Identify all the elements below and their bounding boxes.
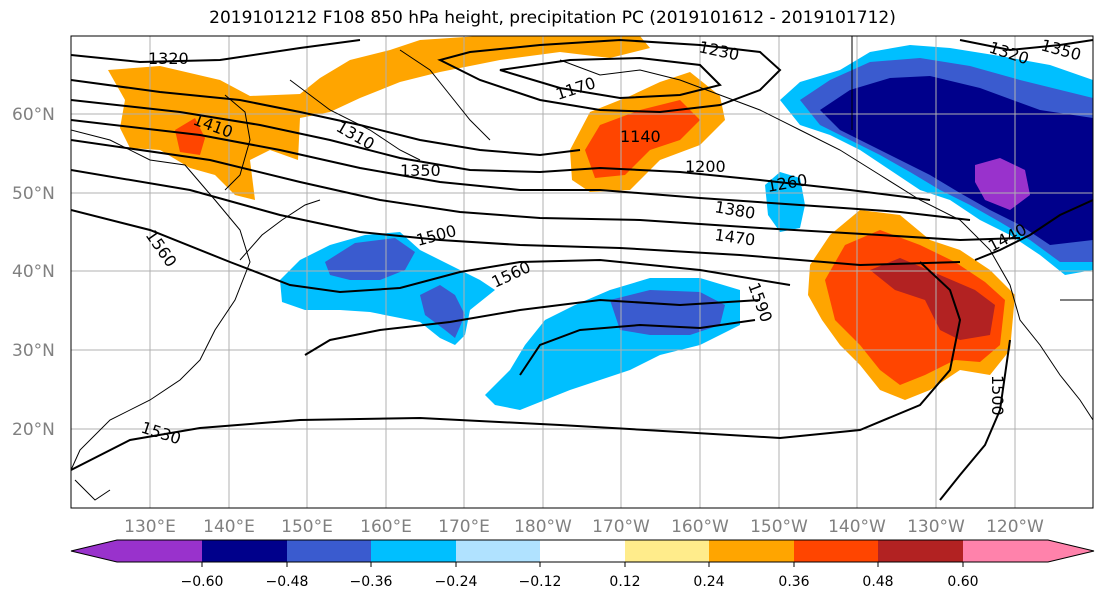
lon-label-180w: 180°W	[514, 517, 572, 537]
colorbar-cell-4	[371, 540, 456, 562]
shade-sky-mid	[765, 172, 805, 232]
lat-label-30n: 30°N	[12, 341, 55, 361]
map-plot: 1320 1410 1310 1350 1560 1500 1560 1170 …	[71, 36, 1093, 508]
shade-purple-north	[975, 158, 1030, 210]
shade-red-asia	[175, 118, 205, 155]
colorbar-extend-high	[1048, 540, 1094, 562]
shade-blue-central	[610, 290, 725, 335]
shade-red-gulf	[585, 100, 700, 178]
lon-label-160w: 160°W	[671, 517, 729, 537]
colorbar-label-5: −0.12	[519, 574, 562, 590]
coastlines	[71, 36, 1093, 501]
colorbar-cells	[71, 540, 1094, 562]
colorbar-cell-2	[202, 540, 287, 562]
contour-label-1320-w: 1320	[148, 49, 189, 68]
lon-label-140w: 140°W	[828, 517, 886, 537]
lon-label-120w: 120°W	[986, 517, 1044, 537]
latitude-labels: 60°N 50°N 40°N 30°N 20°N	[12, 105, 55, 440]
height-contours	[71, 38, 1093, 501]
colorbar-cell-7	[625, 540, 709, 562]
colorbar-cell-5	[456, 540, 540, 562]
colorbar-cell-8	[709, 540, 794, 562]
colorbar-label-1: −0.60	[181, 574, 224, 590]
colorbar-cell-9	[794, 540, 878, 562]
shade-blue-west	[325, 238, 415, 280]
colorbar-label-4: −0.24	[435, 574, 478, 590]
contour-label-1500-e: 1500	[988, 375, 1007, 416]
lat-label-50n: 50°N	[12, 184, 55, 204]
colorbar-label-6: 0.12	[609, 574, 640, 590]
colorbar-label-2: −0.48	[266, 574, 309, 590]
map-title: 2019101212 F108 850 hPa height, precipit…	[209, 8, 896, 28]
shade-darkred-east	[870, 258, 995, 340]
lon-label-170w: 170°W	[592, 517, 650, 537]
colorbar-cell-11	[963, 540, 1048, 562]
lat-label-20n: 20°N	[12, 420, 55, 440]
lon-label-140e: 140°E	[203, 517, 255, 537]
shade-navy-north	[820, 76, 1093, 245]
lon-label-150w: 150°W	[750, 517, 808, 537]
graticule	[71, 36, 1093, 508]
colorbar-outline	[70, 539, 1095, 563]
lon-label-130e: 130°E	[124, 517, 176, 537]
contour-label-1200: 1200	[685, 157, 726, 176]
shade-red-east	[825, 230, 1005, 385]
colorbar-ticks	[201, 562, 964, 567]
colorbar-cell-3	[287, 540, 371, 562]
contour-label-1350: 1350	[400, 161, 441, 180]
shade-orange-asia	[108, 36, 650, 200]
contour-label-1140: 1140	[620, 127, 661, 146]
colorbar-cell-6	[540, 540, 625, 562]
lon-label-170e: 170°E	[438, 517, 490, 537]
longitude-labels: 130°E 140°E 150°E 160°E 170°E 180°W 170°…	[124, 517, 1044, 537]
colorbar-label-3: −0.36	[350, 574, 393, 590]
colorbar-labels: −0.60 −0.48 −0.36 −0.24 −0.12 0.12 0.24 …	[181, 574, 979, 590]
lon-label-160e: 160°E	[360, 517, 412, 537]
lon-label-150e: 150°E	[281, 517, 333, 537]
lon-label-130w: 130°W	[907, 517, 965, 537]
colorbar-label-9: 0.48	[862, 574, 893, 590]
lat-label-40n: 40°N	[12, 262, 55, 282]
shade-blue-west2	[420, 285, 465, 338]
colorbar-label-7: 0.24	[693, 574, 724, 590]
colorbar-cell-1	[117, 540, 202, 562]
map-frame	[70, 35, 1094, 509]
colorbar-label-10: 0.60	[947, 574, 978, 590]
lat-label-60n: 60°N	[12, 105, 55, 125]
colorbar-label-8: 0.36	[778, 574, 809, 590]
colorbar-extend-low	[71, 540, 117, 562]
colorbar-cell-10	[878, 540, 963, 562]
colorbar: −0.60 −0.48 −0.36 −0.24 −0.12 0.12 0.24 …	[70, 539, 1095, 590]
